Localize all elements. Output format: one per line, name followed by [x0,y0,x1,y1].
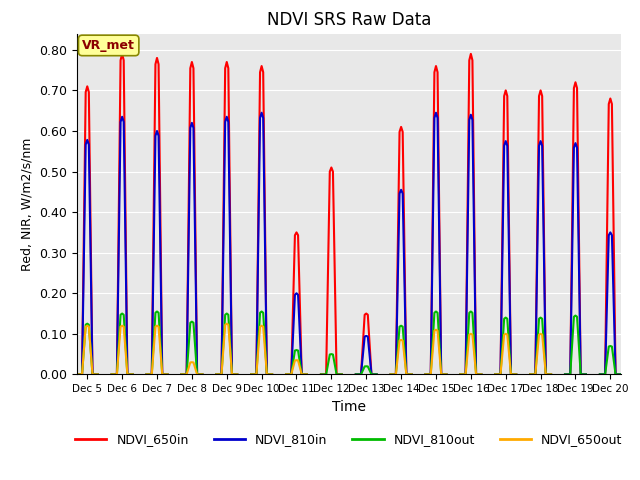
Title: NDVI SRS Raw Data: NDVI SRS Raw Data [267,11,431,29]
X-axis label: Time: Time [332,400,366,414]
Text: VR_met: VR_met [82,39,135,52]
Y-axis label: Red, NIR, W/m2/s/nm: Red, NIR, W/m2/s/nm [20,137,33,271]
Legend: NDVI_650in, NDVI_810in, NDVI_810out, NDVI_650out: NDVI_650in, NDVI_810in, NDVI_810out, NDV… [70,428,628,451]
